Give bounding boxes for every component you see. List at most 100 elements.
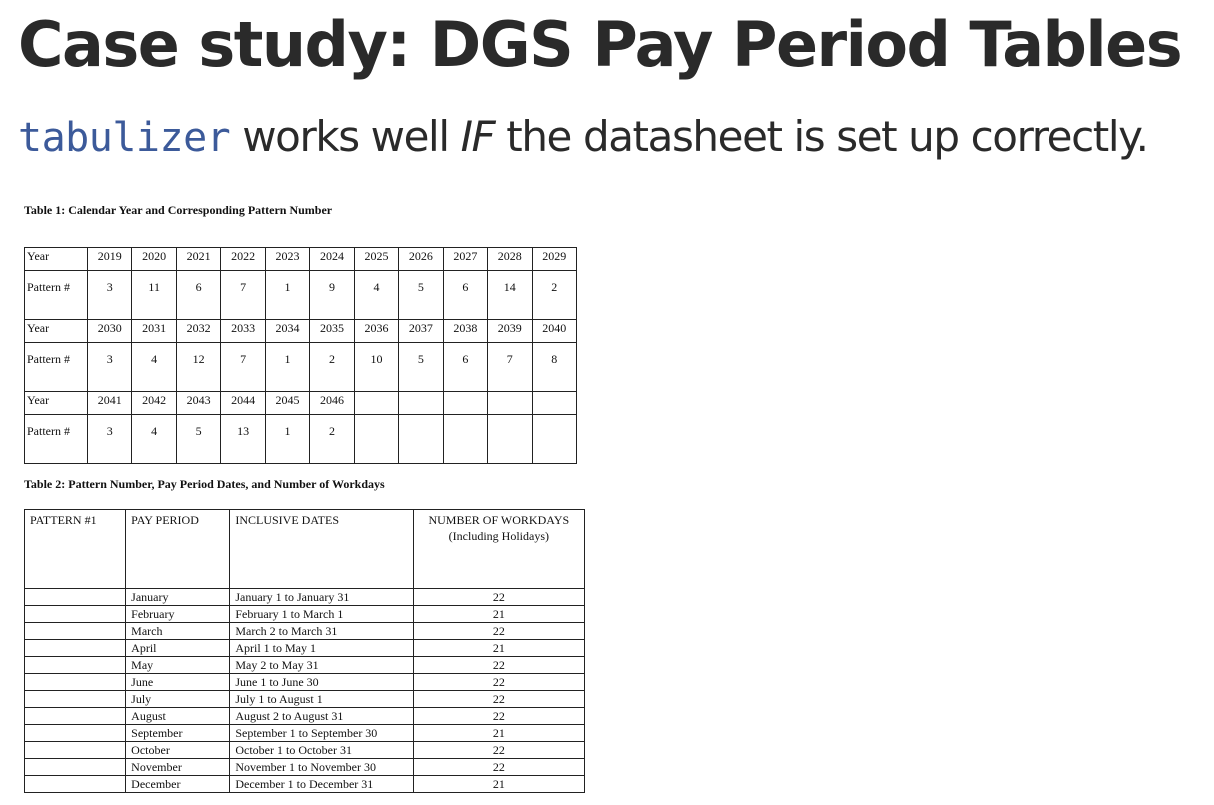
table2-pattern-cell <box>23 605 127 623</box>
table1-year-cell: 2019 <box>86 247 133 271</box>
table1-year-cell: 2022 <box>220 247 266 271</box>
table2-pattern-cell <box>23 656 127 674</box>
table1-year-cell: 2033 <box>220 319 266 343</box>
table1-pattern-cell: 1 <box>264 270 311 320</box>
table-row: April April 1 to May 1 21 <box>23 639 586 657</box>
table-row: December December 1 to December 31 21 <box>23 775 586 793</box>
table1-pattern-cell: 5 <box>398 342 444 392</box>
table-row: January January 1 to January 31 22 <box>23 588 586 606</box>
table-row: February February 1 to March 1 21 <box>23 605 586 623</box>
table1-year-row: Year 2041 2042 2043 2044 2045 2046 <box>24 391 578 415</box>
table2-dates-cell: February 1 to March 1 <box>229 605 414 623</box>
table2-pattern-cell <box>23 775 127 793</box>
table1-pattern-label: Pattern # <box>24 342 88 392</box>
table1-pattern-cell: 2 <box>309 414 355 464</box>
table1-pattern-cell: 2 <box>309 342 355 392</box>
table1-pattern-cell <box>531 414 578 464</box>
table1-year-cell: 2030 <box>86 319 133 343</box>
table2-dates-cell: November 1 to November 30 <box>229 758 414 776</box>
table2-header-row: PATTERN #1 PAY PERIOD INCLUSIVE DATES NU… <box>23 509 586 589</box>
table2-pattern-cell <box>23 588 127 606</box>
table2-pay-period-cell: January <box>125 588 231 606</box>
table1-pattern-cell: 9 <box>309 270 355 320</box>
table1-pattern-cell: 4 <box>131 414 177 464</box>
table2-workdays-cell: 21 <box>412 639 586 657</box>
table2-pattern-cell <box>23 741 127 759</box>
table2-header-inclusive-dates: INCLUSIVE DATES <box>229 509 414 589</box>
table1-pattern-cell: 12 <box>175 342 222 392</box>
table1-pattern-cell: 4 <box>353 270 400 320</box>
subtitle-emphasis: IF <box>460 112 496 161</box>
table2-pattern-cell <box>23 707 127 725</box>
table2-dates-cell: March 2 to March 31 <box>229 622 414 640</box>
table-row: November November 1 to November 30 22 <box>23 758 586 776</box>
table1-year-row: Year 2030 2031 2032 2033 2034 2035 2036 2037 2038… <box>24 319 578 343</box>
table1-pattern-cell: 1 <box>264 414 311 464</box>
table-row: August August 2 to August 31 22 <box>23 707 586 725</box>
table2-pattern-cell <box>23 724 127 742</box>
table2-pay-period-cell: March <box>125 622 231 640</box>
table2-pay-period-cell: May <box>125 656 231 674</box>
table1-pattern-cell <box>398 414 444 464</box>
table1-pattern-cell: 2 <box>531 270 578 320</box>
table-row: July July 1 to August 1 22 <box>23 690 586 708</box>
table1-year-cell: 2028 <box>487 247 533 271</box>
table2-pattern-cell <box>23 622 127 640</box>
table1-pattern-row: Pattern #3 11 6 7 1 9 4 5 6 14 2 <box>24 270 578 320</box>
table2-dates-cell: June 1 to June 30 <box>229 673 414 691</box>
table2-dates-cell: May 2 to May 31 <box>229 656 414 674</box>
table-row: June June 1 to June 30 22 <box>23 673 586 691</box>
table1-year-cell: 2025 <box>353 247 400 271</box>
table1-pattern-cell: 14 <box>487 270 533 320</box>
table2-body: January January 1 to January 31 22 February… <box>23 588 586 793</box>
table2-workdays-cell: 22 <box>412 673 586 691</box>
table1-pattern-cell: 6 <box>175 270 222 320</box>
table2-workdays-cell: 22 <box>412 707 586 725</box>
table1-year-cell: 2027 <box>442 247 489 271</box>
subtitle-code: tabulizer <box>18 115 231 161</box>
table1-year-cell: 2046 <box>309 391 355 415</box>
table1-pattern-cell: 3 <box>86 414 133 464</box>
table1-pattern-cell <box>353 414 400 464</box>
table2-pay-period-cell: November <box>125 758 231 776</box>
table1-year-cell: 2020 <box>131 247 177 271</box>
table2-caption: Table 2: Pattern Number, Pay Period Date… <box>24 477 385 491</box>
table2-pay-period-cell: February <box>125 605 231 623</box>
table2-pattern-cell <box>23 758 127 776</box>
table1-year-cell: 2031 <box>131 319 177 343</box>
slide-title: Case study: DGS Pay Period Tables <box>18 8 1183 81</box>
table1-year-cell: 2042 <box>131 391 177 415</box>
table1-year-cell: 2041 <box>86 391 133 415</box>
table-row: September September 1 to September 30 21 <box>23 724 586 742</box>
table2-header: PATTERN #1 PAY PERIOD INCLUSIVE DATES NU… <box>23 509 586 589</box>
table1-pattern-row: Pattern #3 4 5 13 1 2 <box>24 414 578 464</box>
table2-workdays-cell: 22 <box>412 741 586 759</box>
table2-workdays-cell: 22 <box>412 588 586 606</box>
table1-pattern-cell: 3 <box>86 342 133 392</box>
table2-header-workdays: NUMBER OF WORKDAYS (Including Holidays) <box>412 509 586 589</box>
table1-pattern-row: Pattern #3 4 12 7 1 2 10 5 6 7 8 <box>24 342 578 392</box>
table1-year-cell: 2026 <box>398 247 444 271</box>
table1-pattern-cell: 7 <box>487 342 533 392</box>
table1-year-cell: 2040 <box>531 319 578 343</box>
table2-pay-period-cell: July <box>125 690 231 708</box>
table1-year-cell: 2021 <box>175 247 222 271</box>
table1-year-cell: 2045 <box>264 391 311 415</box>
table1-year-cell <box>487 391 533 415</box>
table2-pay-period-cell: October <box>125 741 231 759</box>
table1-pattern-cell <box>487 414 533 464</box>
table-row: October October 1 to October 31 22 <box>23 741 586 759</box>
table1-year-cell: 2038 <box>442 319 489 343</box>
table1-pattern-cell: 5 <box>175 414 222 464</box>
table1-year-cell <box>398 391 444 415</box>
table1-year-cell: 2037 <box>398 319 444 343</box>
table2-dates-cell: September 1 to September 30 <box>229 724 414 742</box>
table2-header-pattern: PATTERN #1 <box>23 509 127 589</box>
table1-pattern-label: Pattern # <box>24 414 88 464</box>
table1-year-cell: 2034 <box>264 319 311 343</box>
table1-year-cell <box>531 391 578 415</box>
table2-workdays-cell: 22 <box>412 656 586 674</box>
table1-year-cell: 2029 <box>531 247 578 271</box>
table1-pattern-cell: 6 <box>442 342 489 392</box>
table1-year-pattern: Year 2019 2020 2021 2022 2023 2024 2025 2026 2027… <box>24 247 578 464</box>
